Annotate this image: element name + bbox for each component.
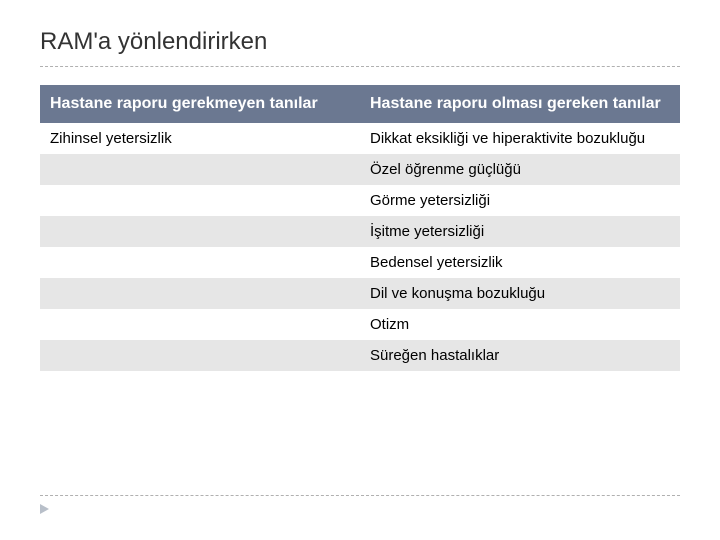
cell-col2: Dil ve konuşma bozukluğu xyxy=(360,278,680,309)
cell-col2: Otizm xyxy=(360,309,680,340)
table-row: Görme yetersizliği xyxy=(40,185,680,216)
table-row: Dil ve konuşma bozukluğu xyxy=(40,278,680,309)
table-header-row: Hastane raporu gerekmeyen tanılar Hastan… xyxy=(40,85,680,123)
cell-col2: Bedensel yetersizlik xyxy=(360,247,680,278)
cell-col1: Zihinsel yetersizlik xyxy=(40,123,360,154)
divider-top xyxy=(40,66,680,67)
table-body: Zihinsel yetersizlik Dikkat eksikliği ve… xyxy=(40,123,680,371)
cell-col1 xyxy=(40,278,360,309)
header-col2: Hastane raporu olması gereken tanılar xyxy=(360,85,680,123)
table-row: Otizm xyxy=(40,309,680,340)
cell-col2: İşitme yetersizliği xyxy=(360,216,680,247)
diagnosis-table: Hastane raporu gerekmeyen tanılar Hastan… xyxy=(40,85,680,371)
cell-col1 xyxy=(40,154,360,185)
divider-bottom xyxy=(40,495,680,496)
cell-col2: Özel öğrenme güçlüğü xyxy=(360,154,680,185)
table-row: İşitme yetersizliği xyxy=(40,216,680,247)
footer xyxy=(40,495,680,514)
cell-col1 xyxy=(40,185,360,216)
table-row: Özel öğrenme güçlüğü xyxy=(40,154,680,185)
cell-col1 xyxy=(40,340,360,371)
cell-col1 xyxy=(40,309,360,340)
header-col1: Hastane raporu gerekmeyen tanılar xyxy=(40,85,360,123)
page-title: RAM'a yönlendirirken xyxy=(40,28,680,56)
cell-col1 xyxy=(40,247,360,278)
cell-col2: Görme yetersizliği xyxy=(360,185,680,216)
cell-col1 xyxy=(40,216,360,247)
cell-col2: Dikkat eksikliği ve hiperaktivite bozukl… xyxy=(360,123,680,154)
table-row: Süreğen hastalıklar xyxy=(40,340,680,371)
table-row: Zihinsel yetersizlik Dikkat eksikliği ve… xyxy=(40,123,680,154)
table-row: Bedensel yetersizlik xyxy=(40,247,680,278)
triangle-icon xyxy=(40,504,49,514)
cell-col2: Süreğen hastalıklar xyxy=(360,340,680,371)
